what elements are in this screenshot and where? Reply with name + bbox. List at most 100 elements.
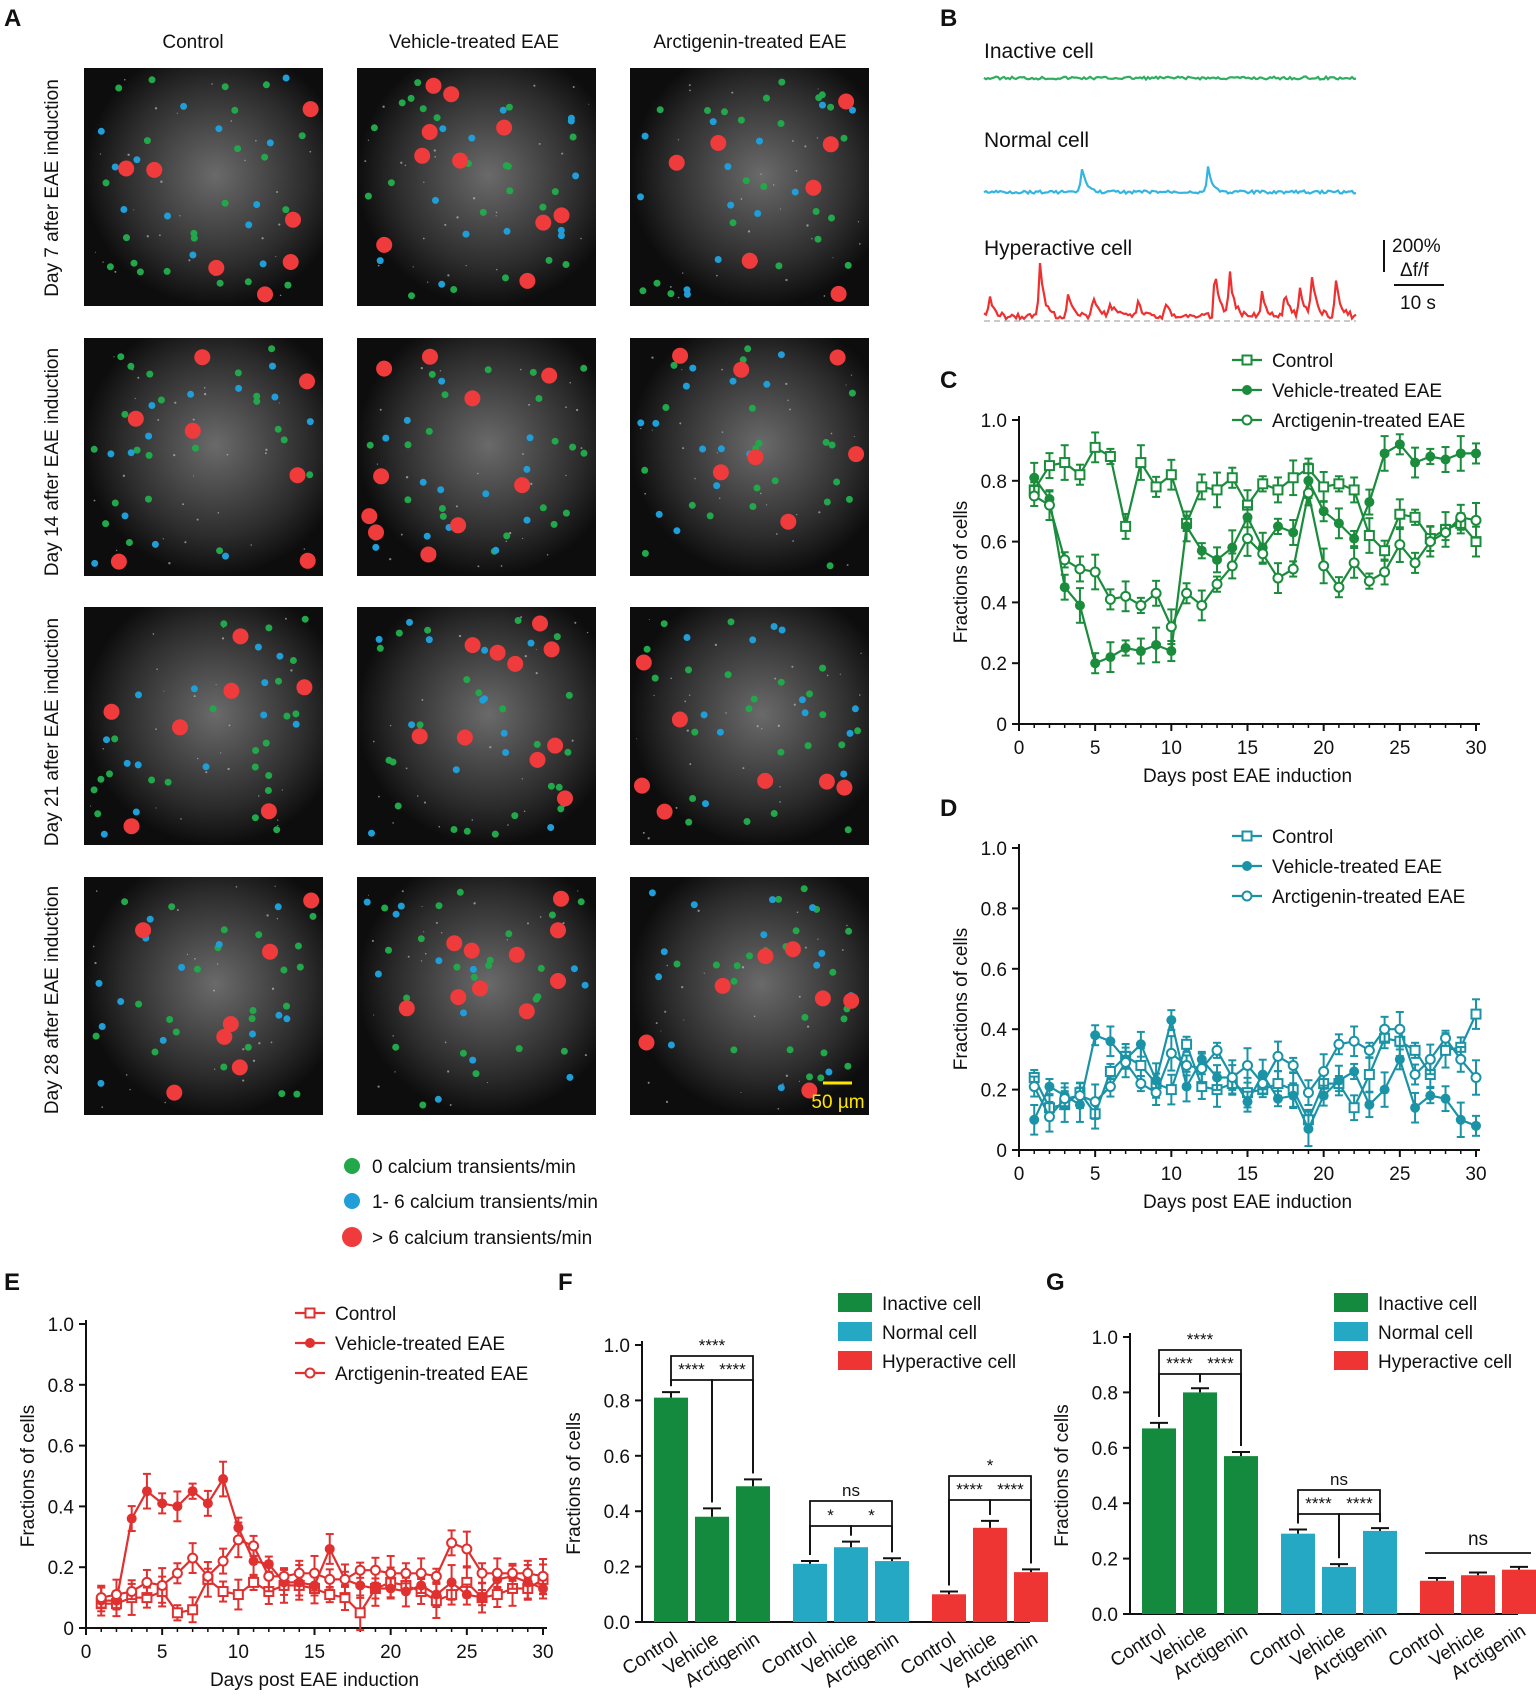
cell-dot-inactive: [724, 671, 732, 679]
cell-dot-hyper: [550, 922, 566, 939]
cell-dot-inactive: [151, 1048, 159, 1056]
cell-dot-normal: [846, 729, 854, 737]
data-point: [1318, 560, 1330, 572]
neuron-speck: [647, 1081, 650, 1084]
y-tick-label: 0.6: [604, 1447, 630, 1468]
data-point: [171, 1567, 183, 1579]
cell-dot-hyper: [208, 259, 225, 276]
data-point: [1333, 581, 1345, 593]
neuron-speck: [586, 631, 589, 634]
data-point: [172, 1501, 183, 1512]
cell-dot-inactive: [730, 1046, 738, 1054]
cell-dot-inactive: [840, 134, 848, 142]
y-tick-label: 0.8: [1092, 1383, 1118, 1404]
cell-dot-normal: [500, 729, 508, 737]
cell-dot-inactive: [164, 778, 172, 786]
significance-label: ****: [997, 1480, 1024, 1499]
bar: [793, 1563, 827, 1622]
data-point: [1394, 1054, 1405, 1065]
data-point: [385, 1567, 397, 1579]
cell-dot-inactive: [251, 814, 259, 822]
neuron-speck: [571, 739, 574, 742]
neuron-speck: [367, 894, 369, 896]
cell-dot-normal: [425, 636, 433, 644]
data-point: [339, 1573, 351, 1585]
legend-label: Hyperactive cell: [882, 1352, 1016, 1373]
neuron-speck: [155, 807, 157, 809]
significance-label: ****: [699, 1336, 726, 1355]
cell-dot-hyper: [741, 252, 758, 269]
cell-dot-inactive: [111, 735, 119, 743]
cell-dot-inactive: [770, 810, 778, 817]
cell-dot-normal: [469, 965, 477, 973]
cell-dot-normal: [567, 117, 575, 125]
neuron-speck: [747, 230, 751, 233]
cell-dot-inactive: [248, 1015, 256, 1023]
data-point: [1363, 575, 1375, 587]
cell-dot-normal: [527, 639, 535, 647]
neuron-speck: [137, 376, 140, 379]
data-point: [461, 1543, 473, 1555]
neuron-speck: [250, 544, 252, 546]
neuron-speck: [535, 648, 537, 651]
cell-dot-normal: [648, 889, 656, 897]
cell-dot-hyper: [422, 348, 438, 365]
neuron-speck: [213, 989, 215, 992]
cell-dot-hyper: [420, 546, 437, 563]
data-point: [430, 1570, 442, 1582]
cell-dot-hyper: [414, 147, 431, 164]
cell-dot-normal: [813, 961, 821, 969]
data-point: [156, 1579, 168, 1591]
cell-dot-inactive: [403, 994, 411, 1002]
cell-dot-inactive: [309, 912, 317, 920]
neuron-speck: [648, 619, 650, 621]
data-point: [1272, 1050, 1284, 1062]
cell-dot-inactive: [194, 965, 201, 973]
cell-dot-hyper: [299, 373, 315, 390]
cell-dot-normal: [809, 904, 817, 912]
image-tile: [84, 607, 323, 845]
cell-dot-normal: [778, 626, 786, 634]
cell-dot-inactive: [712, 961, 720, 969]
cell-dot-hyper: [822, 136, 839, 153]
neuron-speck: [277, 819, 279, 821]
data-point: [202, 1570, 214, 1582]
cell-dot-hyper: [194, 349, 211, 366]
neuron-speck: [636, 738, 638, 740]
data-point: [126, 1586, 138, 1598]
neuron-speck: [379, 408, 382, 411]
neuron-speck: [779, 786, 781, 788]
cell-dot-normal: [180, 102, 188, 110]
cell-dot-normal: [819, 101, 826, 109]
image-tile: [357, 338, 596, 576]
cell-dot-hyper: [299, 552, 316, 569]
cell-dot-inactive: [539, 203, 547, 211]
cell-dot-inactive: [499, 705, 507, 713]
neuron-speck: [495, 211, 498, 214]
neuron-speck: [221, 637, 225, 640]
y-tick-label: 0.6: [48, 1437, 74, 1458]
data-point: [400, 1567, 412, 1579]
data-point: [1181, 1038, 1193, 1050]
neuron-speck: [279, 294, 282, 297]
image-tile-background: [630, 607, 869, 845]
cell-dot-normal: [202, 763, 210, 771]
cell-dot-inactive: [125, 539, 133, 546]
data-point: [1166, 1015, 1177, 1026]
cell-dot-hyper: [110, 553, 127, 570]
cell-dot-inactive: [221, 83, 229, 91]
cell-dot-inactive: [90, 445, 98, 453]
cell-dot-normal: [408, 721, 416, 729]
data-point: [1424, 1053, 1436, 1065]
neuron-speck: [569, 381, 571, 384]
data-point: [1028, 490, 1040, 502]
significance-label: ****: [678, 1360, 705, 1379]
cell-dot-inactive: [479, 208, 487, 216]
neuron-speck: [574, 621, 577, 624]
neuron-speck: [787, 399, 789, 402]
neuron-speck: [742, 767, 745, 770]
data-point: [415, 1567, 427, 1579]
cell-dot-normal: [190, 685, 198, 693]
legend-label: Hyperactive cell: [1378, 1352, 1512, 1373]
neuron-speck: [538, 142, 541, 145]
